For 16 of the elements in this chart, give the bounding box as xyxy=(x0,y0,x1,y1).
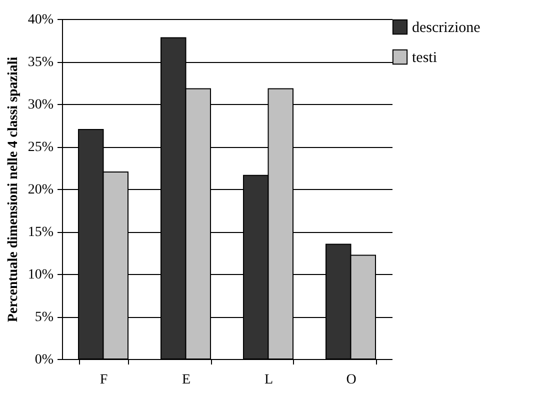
y-tick-label: 5% xyxy=(34,310,54,325)
y-tick-label: 15% xyxy=(28,225,54,240)
y-tick-label: 40% xyxy=(28,12,54,28)
x-tick-label: L xyxy=(264,372,274,388)
y-tick-label: 10% xyxy=(28,268,54,282)
y-tick-label: 25% xyxy=(28,140,54,155)
legend-label: testi xyxy=(412,50,437,66)
legend-label: descrizione xyxy=(412,20,481,36)
y-tick-label: 20% xyxy=(28,182,54,198)
x-tick-label: O xyxy=(346,372,356,388)
y-tick-label: 0% xyxy=(34,352,54,368)
y-axis-title: Percentuale dimensioni nelle 4 classi spaziali xyxy=(6,56,21,322)
y-tick-label: 35% xyxy=(28,55,54,70)
x-tick-label: E xyxy=(182,372,191,388)
y-tick-label: 30% xyxy=(28,98,54,112)
x-tick-label: F xyxy=(100,372,108,388)
